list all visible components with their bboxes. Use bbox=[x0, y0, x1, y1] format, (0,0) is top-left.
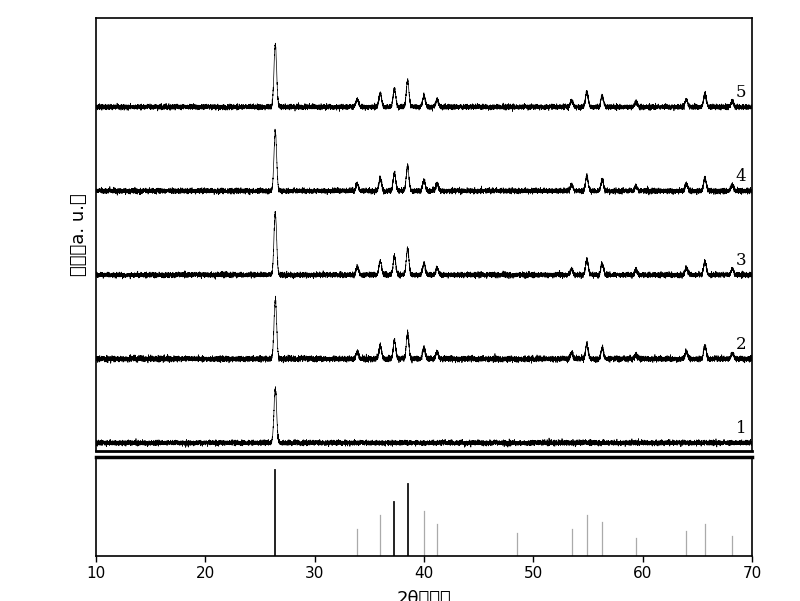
Text: 2: 2 bbox=[736, 336, 746, 353]
Text: 4: 4 bbox=[736, 168, 746, 185]
Text: 1: 1 bbox=[736, 420, 746, 437]
Text: 3: 3 bbox=[736, 252, 746, 269]
Text: 5: 5 bbox=[736, 84, 746, 101]
X-axis label: 2θ（度）: 2θ（度） bbox=[397, 590, 451, 601]
Y-axis label: 强度（a. u.）: 强度（a. u.） bbox=[70, 193, 88, 276]
